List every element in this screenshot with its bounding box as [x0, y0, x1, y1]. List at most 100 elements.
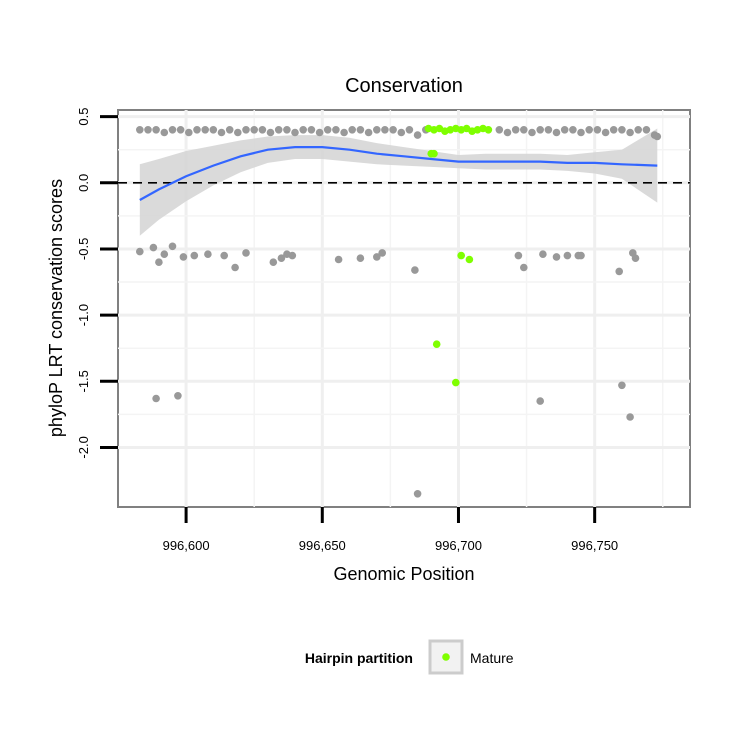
point-other [152, 394, 160, 403]
point-other [315, 128, 324, 137]
point-other [220, 251, 228, 260]
point-other [536, 397, 544, 405]
legend-label-mature: Mature [470, 650, 514, 666]
point-other [411, 266, 419, 274]
point-other [283, 126, 291, 134]
point-other [373, 126, 381, 134]
confidence-band [139, 128, 658, 236]
point-other [217, 128, 226, 137]
chart-title: Conservation [345, 75, 463, 97]
point-other [539, 250, 547, 258]
point-other [136, 126, 144, 134]
point-other [190, 251, 199, 260]
point-other [615, 267, 623, 276]
point-other [514, 251, 523, 260]
point-other [201, 126, 209, 134]
point-other [168, 242, 177, 251]
point-mature [457, 251, 466, 260]
point-other [618, 381, 626, 390]
point-other [356, 126, 365, 134]
point-other [405, 126, 414, 134]
smooth-trend [139, 146, 658, 201]
x-tick-label: 996,700 [435, 538, 482, 553]
x-tick-label: 996,600 [163, 538, 210, 553]
point-other [193, 126, 201, 134]
point-other [609, 126, 618, 134]
point-other [381, 126, 389, 134]
point-other [168, 126, 177, 134]
point-other [373, 253, 381, 261]
point-other [503, 128, 512, 137]
legend: Hairpin partition Mature [305, 639, 514, 675]
point-other [378, 249, 387, 257]
point-other [323, 126, 332, 134]
point-mature [484, 126, 493, 134]
point-other [242, 249, 250, 257]
point-other [152, 126, 160, 134]
point-other [536, 126, 544, 134]
point-other [495, 126, 504, 134]
x-axis-title: Genomic Position [333, 564, 474, 584]
point-other [389, 126, 397, 134]
point-other [179, 253, 188, 261]
point-other [593, 126, 602, 134]
point-other [209, 126, 218, 134]
point-other [234, 128, 242, 137]
point-other [397, 128, 406, 137]
point-other [626, 128, 634, 137]
legend-mature-marker [442, 653, 450, 661]
point-other [185, 128, 193, 137]
point-mature [452, 378, 460, 387]
y-tick-label: -0.5 [76, 238, 91, 260]
point-other [413, 131, 422, 139]
point-other [155, 258, 163, 267]
point-other [552, 128, 561, 137]
y-tick-label: 0.5 [76, 108, 91, 126]
point-other [563, 251, 572, 260]
point-other [348, 126, 357, 134]
point-other [511, 126, 520, 134]
point-other [528, 128, 536, 137]
point-other [258, 126, 267, 134]
smooth-line [139, 146, 658, 201]
point-other [291, 128, 299, 137]
point-other [299, 126, 308, 134]
point-other [631, 254, 640, 262]
point-other [332, 126, 340, 134]
point-other [266, 128, 275, 137]
point-other [176, 126, 185, 134]
legend-title: Hairpin partition [305, 650, 413, 666]
point-other [242, 126, 250, 134]
x-tick-label: 996,650 [299, 538, 346, 553]
point-other [364, 128, 373, 137]
point-other [626, 413, 634, 421]
point-other [560, 126, 569, 134]
point-other [225, 126, 234, 134]
y-axis: -2.0 -1.5 -1.0 -0.5 0.0 0.5 [76, 108, 118, 459]
point-mature [430, 149, 438, 158]
point-other [520, 263, 528, 272]
x-tick-label: 996,750 [571, 538, 618, 553]
y-tick-label: 0.0 [76, 174, 91, 192]
point-mature [432, 340, 441, 349]
point-other [307, 126, 316, 134]
point-other [277, 254, 286, 262]
point-other [136, 247, 144, 256]
y-axis-title: phyloP LRT conservation scores [46, 179, 66, 437]
point-mature [465, 255, 474, 264]
point-other [642, 126, 651, 134]
point-other [160, 250, 169, 258]
confidence-band-area [139, 128, 658, 236]
y-tick-label: -1.5 [76, 370, 91, 392]
point-other [544, 126, 553, 134]
point-other [577, 128, 585, 137]
point-other [174, 392, 182, 400]
point-other [577, 251, 585, 260]
point-other [653, 132, 662, 141]
point-other [149, 243, 158, 252]
point-other [334, 255, 343, 264]
point-other [204, 250, 212, 258]
point-other [274, 126, 283, 134]
y-tick-label: -2.0 [76, 436, 91, 458]
point-other [269, 258, 278, 267]
